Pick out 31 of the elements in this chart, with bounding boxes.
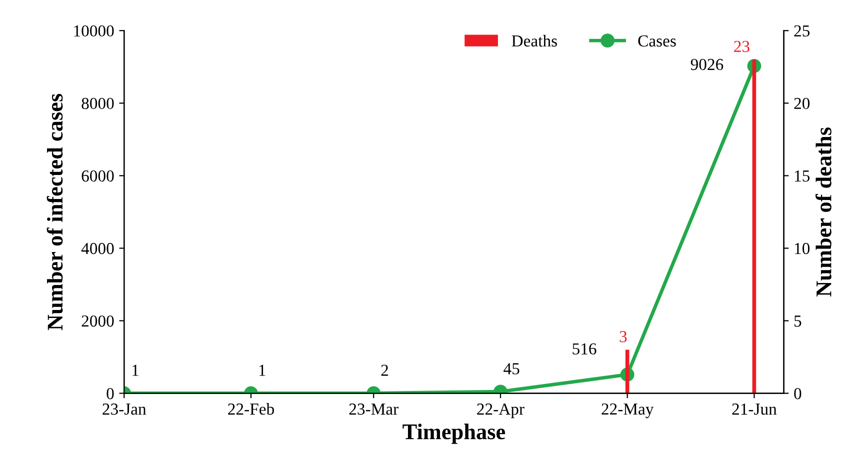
y-tick-label: 2000 (82, 315, 114, 327)
y2-axis-title: Number of deaths (816, 128, 832, 297)
x-tick-label: 23-Mar (349, 404, 398, 415)
x-tick-label: 22-Feb (228, 403, 274, 415)
x-tick-label: 22-Apr (477, 404, 524, 418)
x-tick-label: 23-Jan (102, 404, 146, 415)
y2-tick-label: 25 (794, 25, 810, 37)
legend-label: Cases (638, 35, 676, 47)
data-label: 9026 (690, 58, 724, 70)
y-tick-label: 8000 (82, 98, 114, 110)
x-tick-label: 22-May (602, 403, 654, 418)
x-axis-title: Timephase (402, 424, 506, 444)
data-label: 516 (572, 343, 596, 355)
y-tick-label: 10000 (74, 25, 114, 37)
y2-tick-label: 0 (794, 388, 802, 400)
data-label: 3 (620, 331, 627, 342)
data-label: 2 (381, 364, 388, 376)
y2-tick-label: 15 (794, 170, 810, 182)
data-label: 45 (504, 363, 520, 374)
legend-label: Deaths (512, 34, 557, 47)
y2-tick-label: 20 (794, 98, 810, 110)
data-label: 23 (734, 40, 750, 52)
x-tick-label: 21-Jun (732, 404, 777, 415)
y-tick-label: 6000 (82, 170, 114, 182)
y2-tick-label: 5 (794, 316, 802, 327)
y-tick-label: 4000 (81, 242, 114, 254)
y-axis-title: Number of infected cases (46, 94, 63, 330)
y2-tick-label: 10 (794, 242, 810, 254)
y-tick-label: 0 (106, 388, 114, 400)
data-label: 1 (259, 364, 266, 376)
data-label: 1 (132, 364, 138, 376)
